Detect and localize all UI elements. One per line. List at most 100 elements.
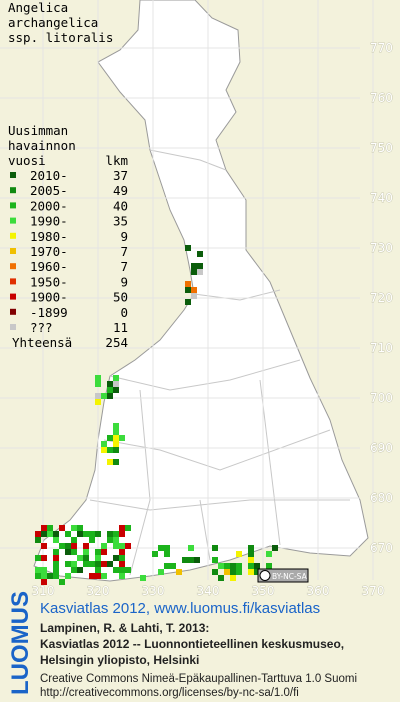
cc-badge: BY-NC-SA bbox=[257, 568, 309, 583]
occurrence bbox=[113, 429, 119, 435]
x-label: 310 bbox=[32, 584, 55, 598]
occurrence bbox=[101, 447, 107, 453]
occurrence bbox=[53, 561, 59, 567]
occurrence bbox=[101, 393, 107, 399]
legend-count: 50 bbox=[113, 290, 128, 305]
occurrence bbox=[191, 269, 197, 275]
occurrence bbox=[83, 555, 89, 561]
occurrence bbox=[140, 575, 146, 581]
legend-count: 7 bbox=[120, 244, 128, 259]
legend-label: 2010- bbox=[30, 168, 68, 183]
occurrence bbox=[53, 555, 59, 561]
legend-swatch bbox=[10, 232, 16, 239]
legend-swatch bbox=[10, 293, 16, 300]
occurrence bbox=[119, 525, 125, 531]
occurrence bbox=[107, 531, 113, 537]
occurrence bbox=[197, 263, 203, 269]
occurrence bbox=[41, 579, 47, 585]
occurrence bbox=[119, 549, 125, 555]
occurrence bbox=[107, 381, 113, 387]
occurrence bbox=[224, 563, 230, 569]
y-label: 680 bbox=[370, 491, 393, 505]
occurrence bbox=[212, 545, 218, 551]
occurrence bbox=[41, 525, 47, 531]
occurrence bbox=[185, 287, 191, 293]
title: archangelica bbox=[8, 15, 98, 30]
legend-label: 1900- bbox=[30, 290, 68, 305]
legend-swatch bbox=[10, 248, 16, 254]
occurrence bbox=[125, 525, 131, 531]
occurrence bbox=[218, 575, 224, 581]
occurrence bbox=[113, 555, 119, 561]
occurrence bbox=[230, 563, 236, 569]
occurrence bbox=[59, 543, 65, 549]
occurrence bbox=[236, 563, 242, 569]
occurrence bbox=[236, 551, 242, 557]
occurrence bbox=[113, 447, 119, 453]
occurrence bbox=[125, 567, 131, 573]
occurrence bbox=[248, 569, 254, 575]
occurrence bbox=[71, 543, 77, 549]
occurrence bbox=[218, 563, 224, 569]
occurrence bbox=[170, 563, 176, 569]
occurrence bbox=[89, 537, 95, 543]
occurrence bbox=[101, 543, 107, 549]
occurrence bbox=[254, 569, 260, 575]
occurrence bbox=[107, 435, 113, 441]
occurrence bbox=[224, 569, 230, 575]
occurrence bbox=[41, 567, 47, 573]
legend-label: 1960- bbox=[30, 259, 68, 274]
occurrence bbox=[41, 573, 47, 579]
occurrence bbox=[71, 537, 77, 543]
occurrence bbox=[101, 441, 107, 447]
occurrence bbox=[95, 555, 101, 561]
occurrence bbox=[95, 561, 101, 567]
x-label: 360 bbox=[307, 584, 330, 598]
occurrence bbox=[101, 561, 107, 567]
occurrence bbox=[266, 551, 272, 557]
grid bbox=[0, 0, 374, 580]
legend-label: 2005- bbox=[30, 183, 68, 198]
citation: Kasviatlas 2012 -- Luonnontieteellinen k… bbox=[40, 637, 344, 651]
legend-label: 1950- bbox=[30, 274, 68, 289]
legend-label: -1899 bbox=[30, 305, 68, 320]
occurrence bbox=[212, 569, 218, 575]
border bbox=[103, 429, 331, 471]
legend-total-label: Yhteensä bbox=[12, 335, 72, 350]
occurrence bbox=[65, 531, 71, 537]
x-label: 370 bbox=[362, 584, 385, 598]
occurrence bbox=[95, 381, 101, 387]
occurrence bbox=[59, 525, 65, 531]
occurrence bbox=[35, 531, 41, 537]
legend-label: 1990- bbox=[30, 214, 68, 229]
legend-count: 37 bbox=[113, 168, 128, 183]
title: Angelica bbox=[8, 0, 68, 15]
occurrence bbox=[248, 551, 254, 557]
legend-heading: Uusimman bbox=[8, 123, 68, 138]
y-label: 730 bbox=[370, 241, 393, 255]
labels: 310 320 330 340 350 360 3707707607507407307207… bbox=[8, 0, 393, 599]
occurrence bbox=[212, 557, 218, 563]
occurrence bbox=[188, 545, 194, 551]
occurrence bbox=[53, 567, 59, 573]
legend-swatch bbox=[10, 278, 16, 285]
legend-count-header: lkm bbox=[105, 153, 128, 168]
occurrence bbox=[113, 531, 119, 537]
occurrence bbox=[83, 549, 89, 555]
occurrence bbox=[41, 531, 47, 537]
legend-count: 35 bbox=[113, 214, 128, 229]
occurrence bbox=[71, 549, 77, 555]
occurrence bbox=[113, 381, 119, 387]
occurrence bbox=[101, 549, 107, 555]
occurrence bbox=[182, 557, 188, 563]
occurrence bbox=[113, 423, 119, 429]
occurrence bbox=[113, 441, 119, 447]
y-label: 740 bbox=[370, 191, 393, 205]
occurrence bbox=[119, 567, 125, 573]
y-label: 770 bbox=[370, 41, 393, 55]
occurrence bbox=[188, 557, 194, 563]
occurrence bbox=[77, 567, 83, 573]
occurrence bbox=[248, 557, 254, 563]
occurrence bbox=[158, 569, 164, 575]
title: ssp. litoralis bbox=[8, 30, 113, 45]
